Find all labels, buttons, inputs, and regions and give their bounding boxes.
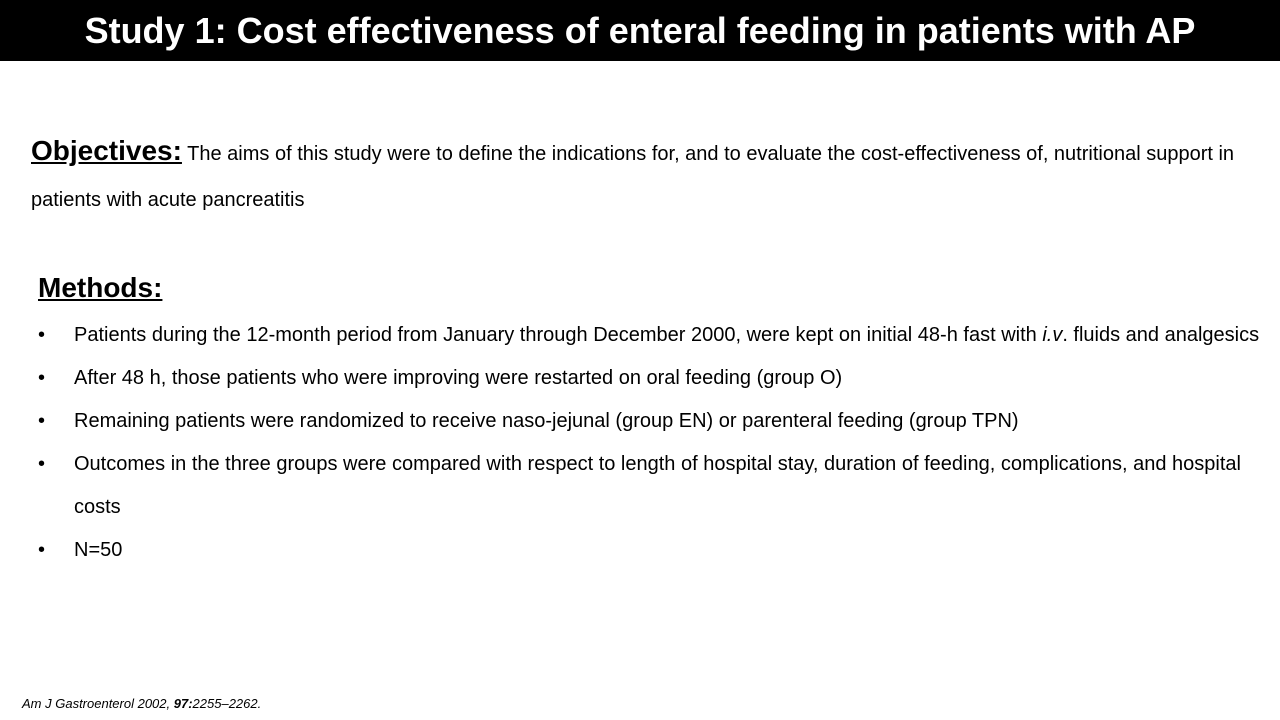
list-item: • Outcomes in the three groups were comp… xyxy=(38,443,1260,529)
bullet-icon: • xyxy=(38,367,46,389)
bullet-text-iv: i.v xyxy=(1042,324,1063,346)
bullet-icon: • xyxy=(38,410,46,432)
objectives-heading: Objectives: xyxy=(31,135,182,166)
objectives-text: The aims of this study were to define th… xyxy=(31,143,1235,211)
citation-footnote: Am J Gastroenterol 2002, 97:2255–2262. xyxy=(22,696,261,711)
slide-title: Study 1: Cost effectiveness of enteral f… xyxy=(84,9,1196,51)
bullet-text: Patients during the 12-month period from… xyxy=(74,314,1260,357)
bullet-icon: • xyxy=(38,324,46,346)
citation-journal: Am J Gastroenterol 2002, xyxy=(22,696,174,711)
methods-heading: Methods: xyxy=(38,272,163,303)
bullet-text: N=50 xyxy=(74,539,123,561)
bullet-icon: • xyxy=(38,453,46,475)
bullet-text: Remaining patients were randomized to re… xyxy=(74,410,1019,432)
bullet-text: After 48 h, those patients who were impr… xyxy=(74,367,843,389)
bullet-icon: • xyxy=(38,539,46,561)
list-item: • Patients during the 12-month period fr… xyxy=(38,314,1260,357)
bullet-text-part: Patients during the 12-month period from… xyxy=(74,324,1043,346)
list-item: • N=50 xyxy=(38,529,1260,572)
title-bar: Study 1: Cost effectiveness of enteral f… xyxy=(0,0,1280,61)
methods-list: • Patients during the 12-month period fr… xyxy=(38,314,1260,572)
bullet-text: Outcomes in the three groups were compar… xyxy=(74,453,1241,518)
citation-volume: 97: xyxy=(173,696,193,711)
bullet-text-part: . fluids and analgesics xyxy=(1062,324,1260,346)
list-item: • After 48 h, those patients who were im… xyxy=(38,357,1260,400)
citation-pages: 2255–2262. xyxy=(192,696,262,711)
list-item: • Remaining patients were randomized to … xyxy=(38,400,1260,443)
objectives-section: Objectives: The aims of this study were … xyxy=(31,128,1256,223)
